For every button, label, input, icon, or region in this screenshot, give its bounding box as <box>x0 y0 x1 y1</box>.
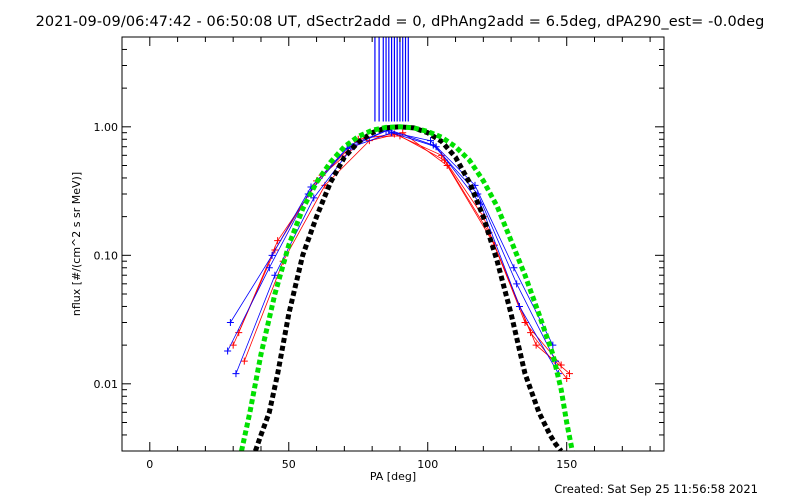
y-tick-label: 0.01 <box>94 378 119 391</box>
y-axis-label: nflux [#/(cm^2 s sr MeV)] <box>70 172 83 316</box>
data-point <box>226 319 234 327</box>
black-fit-curve <box>253 124 564 451</box>
plot-frame <box>121 36 665 452</box>
chart-title: 2021-09-09/06:47:42 - 06:50:08 UT, dSect… <box>35 14 765 30</box>
data-point <box>235 329 243 337</box>
data-point <box>513 280 521 288</box>
green-fit-curve <box>239 124 575 451</box>
data-point <box>268 251 276 259</box>
data-point <box>557 361 565 369</box>
data-point <box>563 374 571 382</box>
data-point <box>532 341 540 349</box>
data-point <box>240 357 248 365</box>
data-point <box>443 161 451 169</box>
x-tick-label: 150 <box>556 458 577 471</box>
data-point <box>432 143 440 151</box>
y-tick-label: 1.00 <box>94 121 119 134</box>
data-point <box>510 264 518 272</box>
x-tick-label: 100 <box>417 458 438 471</box>
red-series-line <box>243 132 570 374</box>
data-point <box>427 137 435 145</box>
data-point <box>388 129 396 137</box>
x-tick-label: 50 <box>282 458 296 471</box>
data-point <box>515 302 523 310</box>
blue-series-line <box>230 129 556 362</box>
data-point <box>310 194 318 202</box>
data-point <box>232 370 240 378</box>
x-tick-label: 0 <box>146 458 153 471</box>
data-point <box>224 347 232 355</box>
y-tick-label: 0.10 <box>94 249 119 262</box>
x-axis-label: PA [deg] <box>370 470 416 483</box>
data-point <box>271 271 279 279</box>
created-timestamp: Created: Sat Sep 25 11:56:58 2021 <box>554 482 758 496</box>
data-point <box>265 264 273 272</box>
data-point <box>565 370 573 378</box>
plot-area <box>224 37 575 451</box>
data-point <box>438 151 446 159</box>
data-point <box>399 129 407 137</box>
